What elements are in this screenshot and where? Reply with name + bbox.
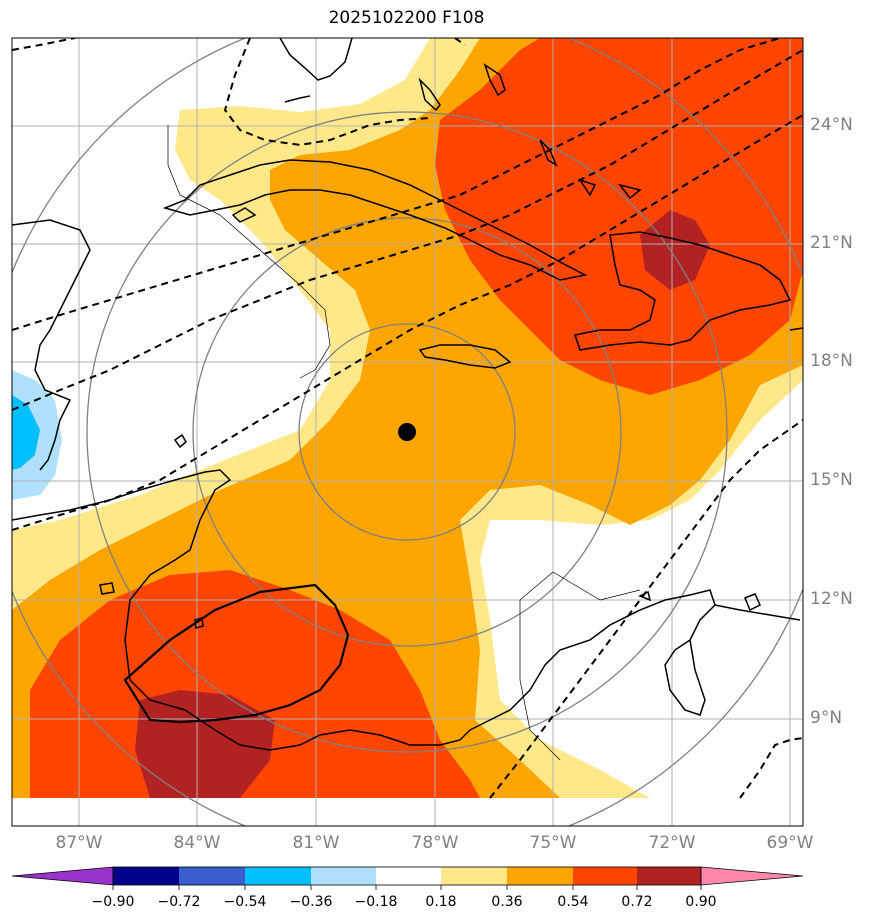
colorbar-bin [311,867,376,885]
colorbar-extend-low [11,866,114,886]
coastlines [12,38,803,751]
colorbar-tick-label: 0.18 [425,894,457,910]
lat-label-21n: 21°N [810,233,853,253]
colorbar-bin [179,867,245,885]
colorbar-bin [637,867,701,885]
shade-deep-sky-blue [12,395,40,470]
lat-label-15n: 15°N [810,470,853,490]
colorbar-tick-label: −0.36 [289,894,333,910]
colorbar-bin [573,867,637,885]
storm-center-marker [398,423,416,441]
colorbar-tick-label: −0.54 [223,894,267,910]
lon-label-78w: 78°W [411,833,459,853]
lon-label-87w: 87°W [55,833,103,853]
lat-label-12n: 12°N [810,589,853,609]
lon-label-75w: 75°W [529,833,577,853]
map-frame [11,37,804,827]
colorbar-tick-label: 0.72 [621,894,653,910]
colorbar-bin [245,867,311,885]
gridlines [12,38,803,826]
lon-label-72w: 72°W [648,833,696,853]
colorbar-tick-label: −0.72 [157,894,201,910]
shade-red-orange-ne [435,38,803,395]
lon-label-69w: 69°W [766,833,814,853]
lat-label-9n: 9°N [810,708,843,728]
colorbar-extend-high [700,866,804,886]
borders [167,125,641,761]
colorbar-bin [113,867,179,885]
colorbar-tick-label: 0.90 [685,894,717,910]
colorbar-tick-label: −0.18 [354,894,398,910]
dashed-contours [12,38,803,799]
colorbar [11,866,804,890]
colorbar-bin [376,867,441,885]
colorbar-bin [507,867,573,885]
lon-label-81w: 81°W [292,833,340,853]
lon-label-84w: 84°W [173,833,221,853]
colorbar-tick-label: 0.36 [491,894,523,910]
colorbar-bin [441,867,507,885]
colorbar-outline [112,866,702,886]
shade-dark-red-ne [640,210,710,290]
range-rings [12,38,803,826]
out-of-domain-band [12,798,803,826]
lat-label-18n: 18°N [810,351,853,371]
solid-contour [123,583,350,724]
lat-label-24n: 24°N [810,115,853,135]
colorbar-tick-label: −0.90 [91,894,135,910]
colorbar-tick-label: 0.54 [557,894,589,910]
plot-title: 2025102200 F108 [328,8,485,28]
